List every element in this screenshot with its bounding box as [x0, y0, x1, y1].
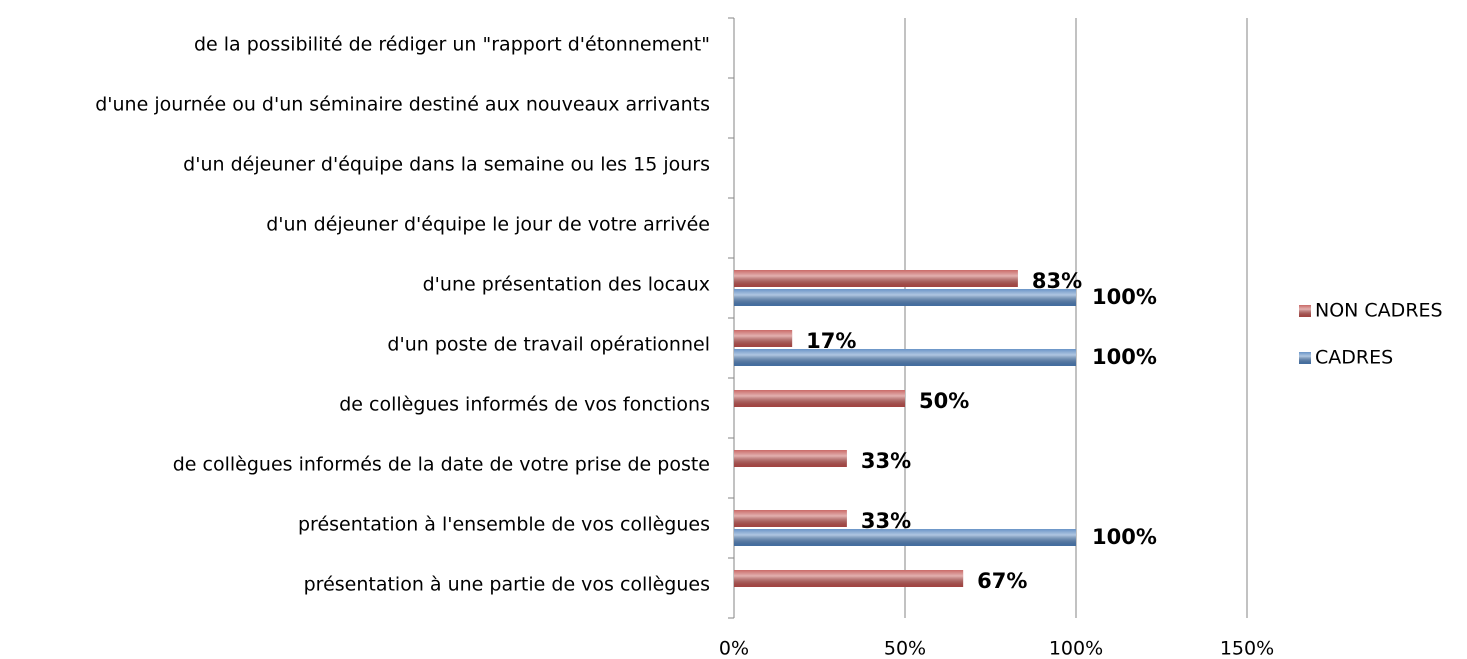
legend-label: CADRES: [1315, 347, 1393, 369]
legend-swatch-shine: [1299, 352, 1311, 364]
y-tick-label: de collègues informés de vos fonctions: [339, 394, 710, 416]
y-tick-label: présentation à l'ensemble de vos collègu…: [298, 514, 710, 536]
value-label: 50%: [919, 389, 969, 413]
bar-shine: [734, 570, 964, 587]
value-label: 67%: [977, 569, 1027, 593]
bar-shine: [734, 529, 1076, 546]
y-tick-label: présentation à une partie de vos collègu…: [304, 574, 710, 596]
x-tick-label: 100%: [1049, 638, 1103, 659]
legend-label: NON CADRES: [1315, 300, 1443, 322]
y-tick-label: d'un déjeuner d'équipe dans la semaine o…: [183, 154, 710, 176]
value-label: 33%: [861, 449, 911, 473]
bar-shine: [734, 289, 1076, 306]
bar-shine: [734, 330, 793, 347]
y-tick-label: d'un déjeuner d'équipe le jour de votre …: [266, 214, 710, 236]
y-tick-label: d'une présentation des locaux: [423, 274, 710, 296]
bar-shine: [734, 270, 1018, 287]
value-label: 100%: [1092, 285, 1157, 309]
legend-swatch-shine: [1299, 305, 1311, 317]
x-tick-label: 150%: [1220, 638, 1274, 659]
x-tick-label: 0%: [719, 638, 749, 659]
y-tick-label: de collègues informés de la date de votr…: [173, 454, 710, 476]
bar-shine: [734, 510, 847, 527]
y-tick-label: d'un poste de travail opérationnel: [387, 334, 710, 356]
bar-shine: [734, 349, 1076, 366]
bar-shine: [734, 390, 905, 407]
value-label: 100%: [1092, 525, 1157, 549]
y-tick-label: d'une journée ou d'un séminaire destiné …: [95, 94, 710, 116]
x-tick-label: 50%: [884, 638, 926, 659]
y-tick-label: de la possibilité de rédiger un "rapport…: [194, 34, 710, 56]
bar-shine: [734, 450, 847, 467]
value-label: 100%: [1092, 345, 1157, 369]
